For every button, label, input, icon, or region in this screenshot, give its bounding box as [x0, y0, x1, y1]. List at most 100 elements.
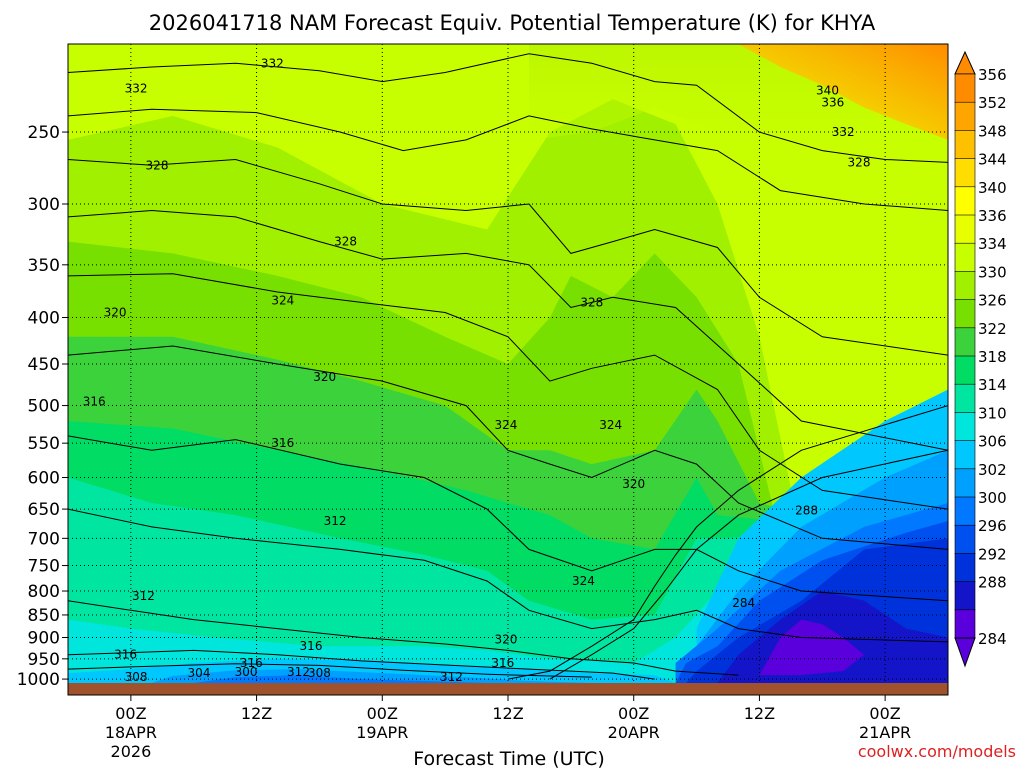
contour-label: 316: [271, 436, 294, 450]
y-tick-label: 500: [28, 397, 60, 417]
colorbar-label: 292: [978, 545, 1007, 563]
contour-label: 332: [832, 125, 855, 139]
contour-label: 300: [235, 665, 258, 679]
contour-label: 324: [494, 418, 517, 432]
colorbar-swatch: [954, 101, 976, 132]
colorbar-swatch: [954, 299, 976, 329]
contour-label: 328: [334, 235, 357, 249]
colorbar-bottom-arrow: [954, 637, 976, 668]
contour-label: 316: [300, 639, 323, 653]
x-tick-label: 19APR: [356, 723, 408, 742]
colorbar-swatch: [954, 553, 976, 583]
colorbar-swatch: [954, 186, 976, 216]
contour-label: 320: [494, 633, 517, 647]
colorbar-swatch: [954, 327, 976, 357]
colorbar-swatch: [954, 609, 976, 639]
y-tick-label: 400: [28, 309, 60, 329]
colorbar-swatch: [954, 242, 976, 273]
contour-label: 332: [125, 82, 148, 96]
contour-label: 312: [287, 665, 310, 679]
y-tick-label: 1000: [17, 670, 60, 690]
colorbar-label: 302: [978, 461, 1007, 479]
colorbar-swatch: [954, 214, 976, 245]
contour-label: 316: [114, 648, 137, 662]
colorbar-swatch: [954, 383, 976, 414]
colorbar-label: 306: [978, 433, 1007, 451]
colorbar-label: 330: [978, 263, 1007, 281]
y-tick-label: 900: [28, 629, 60, 649]
y-tick-label: 850: [28, 606, 60, 626]
contour-label: 320: [104, 306, 127, 320]
y-tick-label: 300: [28, 195, 60, 215]
contour-label: 320: [622, 477, 645, 491]
contour-lines: [68, 53, 948, 680]
chart-title: 2026041718 NAM Forecast Equiv. Potential…: [149, 11, 876, 35]
x-tick-label: 00Z: [869, 704, 900, 723]
colorbar-label: 348: [978, 122, 1007, 140]
x-tick-label: 00Z: [367, 704, 398, 723]
colorbar-swatch: [954, 440, 976, 470]
contour-label: 328: [848, 155, 871, 169]
x-axis-label: Forecast Time (UTC): [413, 748, 604, 768]
contour-label: 340: [816, 84, 839, 98]
contour-label: 308: [125, 670, 148, 684]
y-axis: 250 300 350 400 450 500 550 600 650 700 750 800 850 9…: [17, 123, 68, 690]
grid-lines: [68, 44, 948, 683]
contour-label: 284: [732, 596, 755, 610]
colorbar-label: 326: [978, 292, 1007, 310]
y-tick-label: 550: [28, 434, 60, 454]
ground-strip: [68, 683, 948, 695]
colorbar-swatch: [954, 158, 976, 188]
colorbar-label: 356: [978, 66, 1007, 84]
colorbar-label: 318: [978, 348, 1007, 366]
colorbar-label: 300: [978, 489, 1007, 507]
x-tick-label: 12Z: [241, 704, 272, 723]
x-tick-label: 2026: [111, 742, 152, 761]
contour-label: 328: [580, 295, 603, 309]
contour-label: 312: [324, 514, 347, 528]
colorbar-swatch: [954, 468, 976, 498]
colorbar-top-arrow: [954, 50, 976, 75]
y-tick-label: 800: [28, 582, 60, 602]
contour-label: 316: [240, 656, 263, 670]
contour-label: 312: [132, 589, 155, 603]
colorbar: 356 352 348 344 340 336 334 330 326 322 318 314 310 3…: [954, 50, 1007, 668]
colorbar-label: 322: [978, 320, 1007, 338]
credit-text: coolwx.com/models: [858, 742, 1016, 761]
contour-label: 324: [599, 418, 622, 432]
colorbar-swatch: [954, 355, 976, 386]
colorbar-label: 314: [978, 376, 1007, 394]
y-tick-label: 650: [28, 500, 60, 520]
colorbar-label: 336: [978, 207, 1007, 225]
x-tick-label: 21APR: [859, 723, 911, 742]
contour-label: 324: [271, 293, 294, 307]
y-tick-label: 750: [28, 557, 60, 577]
y-tick-label: 700: [28, 529, 60, 549]
x-tick-label: 00Z: [115, 704, 146, 723]
contour-label: 316: [83, 395, 106, 409]
contour-label: 328: [146, 158, 169, 172]
colorbar-swatch: [954, 73, 976, 104]
contour-label: 336: [821, 96, 844, 110]
contour-label: 332: [261, 56, 284, 70]
contour-label: 288: [795, 503, 818, 517]
contour-label: 324: [572, 574, 595, 588]
contour-label: 320: [313, 370, 336, 384]
contour-label: 312: [440, 670, 463, 684]
colorbar-label: 352: [978, 94, 1007, 112]
colorbar-label: 284: [978, 630, 1007, 648]
colorbar-label: 334: [978, 235, 1007, 253]
colorbar-label: 344: [978, 151, 1007, 169]
colorbar-label: 310: [978, 404, 1007, 422]
y-tick-label: 950: [28, 650, 60, 670]
colorbar-label: 340: [978, 179, 1007, 197]
contour-label: 308: [308, 666, 331, 680]
colorbar-label: 288: [978, 574, 1007, 592]
x-tick-label: 12Z: [744, 704, 775, 723]
contour-label: 304: [188, 666, 211, 680]
x-tick-label: 18APR: [105, 723, 157, 742]
